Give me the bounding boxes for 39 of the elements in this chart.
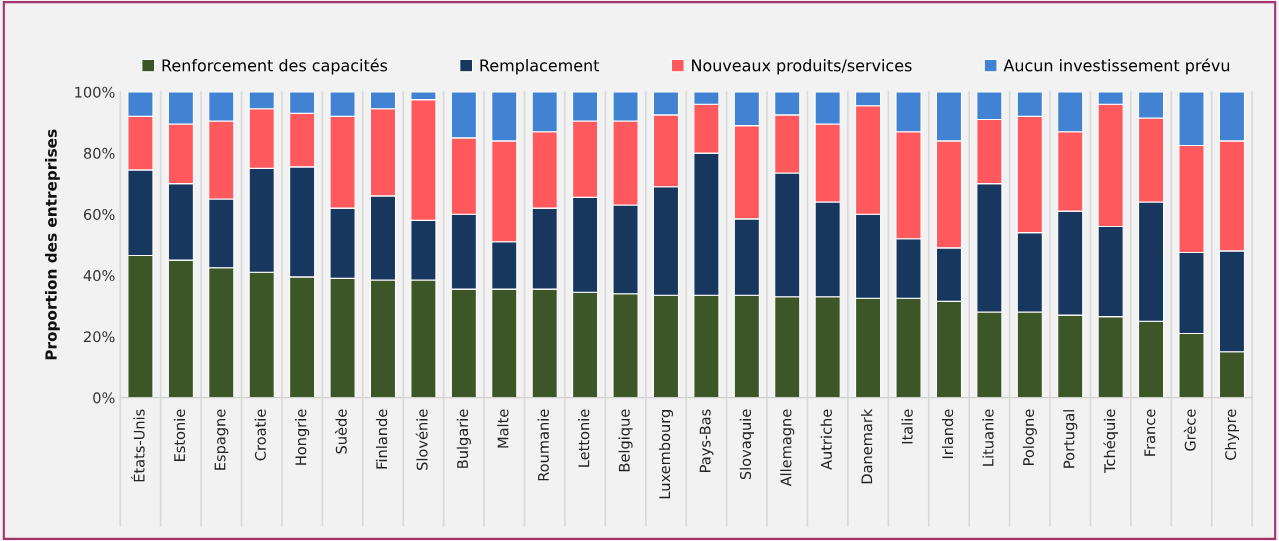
y-axis-title: Proportion des entreprises	[45, 129, 60, 360]
x-tick-label: Pays-Bas	[699, 409, 714, 472]
legend-label: Nouveaux produits/services	[692, 59, 912, 75]
x-tick-label: France	[1144, 409, 1156, 456]
x-tick-label: Lituanie	[982, 409, 994, 466]
y-tick-label: 0%	[93, 392, 115, 404]
x-tick-label: Danemark	[861, 408, 873, 484]
x-tick-label: Roumanie	[537, 409, 549, 481]
x-tick-label: Suède	[334, 409, 347, 454]
x-tick-label: Italie	[901, 409, 913, 444]
x-tick-label: Belgique	[618, 409, 633, 472]
x-tick-label: Allemagne	[780, 409, 795, 487]
x-tick-label: Finlande	[375, 409, 388, 469]
x-tick-label: Hongrie	[295, 409, 310, 465]
x-tick-label: Espagne	[214, 409, 229, 470]
x-tick-label: Bulgarie	[456, 409, 471, 468]
y-tick-label: 40%	[83, 270, 115, 282]
x-tick-label: Pologne	[1022, 409, 1037, 465]
x-tick-label: Slovénie	[415, 409, 428, 470]
legend-label: Remplacement	[480, 59, 600, 75]
x-tick-label: États-Unis	[130, 409, 145, 482]
x-tick-label: Portugal	[1063, 410, 1078, 468]
legend-label: Aucun investissement prévu	[1003, 58, 1230, 75]
x-tick-label: Estonie	[173, 409, 186, 462]
y-tick-label: 100%	[75, 86, 115, 98]
legend-label: Renforcement des capacités	[162, 58, 388, 75]
y-tick-label: 20%	[84, 331, 115, 343]
x-tick-label: Tchéquie	[1103, 409, 1118, 473]
x-tick-label: Croatie	[254, 409, 266, 461]
x-tick-label: Slovaquie	[739, 409, 754, 480]
x-tick-label: Chypre	[1224, 409, 1239, 460]
x-tick-label: Luxembourg	[658, 410, 674, 499]
x-tick-label: Lettonie	[578, 409, 590, 467]
y-tick-label: 60%	[83, 208, 115, 220]
x-tick-label: Grèce	[1183, 409, 1196, 451]
y-tick-label: 80%	[83, 147, 115, 159]
x-tick-label: Malte	[497, 409, 509, 448]
x-tick-label: Irlande	[941, 409, 954, 459]
x-tick-label: Autriche	[820, 409, 832, 470]
